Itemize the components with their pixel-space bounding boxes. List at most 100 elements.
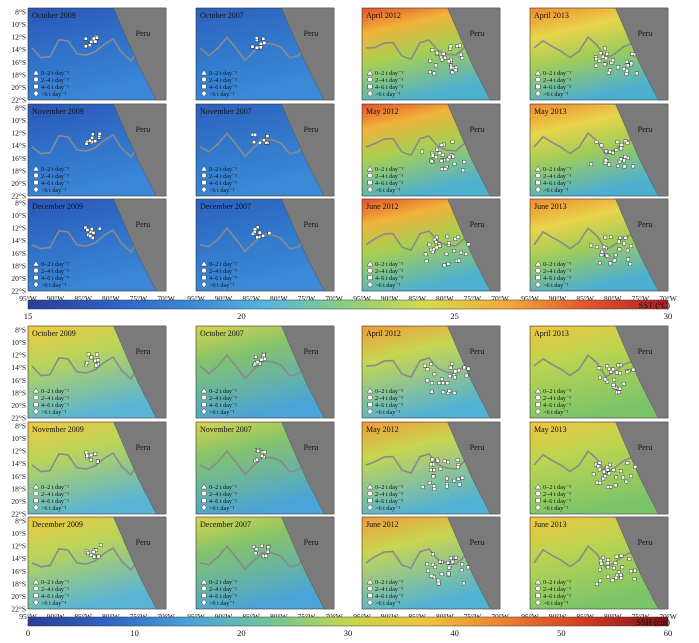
legend-label: 0–2 t day⁻¹ — [209, 166, 237, 173]
lat-tick-label: 16°S — [11, 249, 26, 258]
lon-tick-label: 85°W — [576, 294, 594, 303]
legend-diamond-icon — [33, 90, 39, 97]
catch-marker — [448, 556, 453, 560]
catch-marker — [458, 43, 462, 48]
legend-triangle-icon — [200, 165, 208, 172]
catch-marker — [431, 552, 435, 557]
catch-marker — [452, 478, 457, 483]
catch-marker — [629, 569, 633, 574]
catch-marker — [450, 70, 455, 75]
land-peru — [447, 516, 501, 610]
catch-marker — [606, 485, 610, 489]
lat-tick-label: 22°S — [11, 287, 26, 296]
panel-title: November 2009 — [32, 107, 84, 116]
catch-marker — [606, 558, 610, 562]
panel-title: November 2007 — [200, 107, 252, 116]
lon-tick-label: 80°W — [270, 612, 288, 621]
catch-marker — [447, 241, 451, 245]
lat-tick-label: 12°S — [11, 224, 26, 233]
catch-marker — [605, 253, 610, 258]
legend-label: 4–6 t day⁻¹ — [543, 402, 571, 409]
land-peru — [615, 7, 669, 101]
legend-circle-icon — [33, 76, 39, 83]
lat-tick-label: 20°S — [11, 401, 26, 410]
catch-marker — [429, 159, 434, 164]
catch-marker — [450, 559, 455, 564]
catch-marker — [595, 480, 599, 485]
panel-title: May 2012 — [366, 425, 399, 434]
legend-circle-icon — [33, 394, 39, 401]
catch-marker — [88, 458, 93, 462]
legend-diamond-icon — [367, 281, 373, 288]
catch-marker — [97, 226, 102, 231]
catch-marker — [96, 554, 101, 559]
map-panel: Peru April 2013 0–2 t day⁻¹2–4 t day⁻¹4–6 … — [529, 325, 669, 419]
catch-marker — [261, 353, 266, 358]
catch-marker — [460, 56, 465, 60]
catch-marker — [264, 140, 269, 145]
legend-label: 2–4 t day⁻¹ — [209, 268, 237, 275]
catch-marker — [435, 147, 440, 152]
legend-label: >6 t day⁻¹ — [375, 187, 401, 194]
colorbar-tick-label: 60 — [664, 628, 673, 638]
legend-circle-icon — [201, 172, 207, 179]
legend-label: 0–2 t day⁻¹ — [41, 166, 69, 173]
catch-marker — [613, 253, 618, 257]
catch-marker — [591, 472, 596, 477]
land-peru — [615, 198, 669, 292]
country-label: Peru — [136, 220, 151, 229]
catch-marker — [258, 230, 262, 235]
legend-label: >6 t day⁻¹ — [209, 600, 235, 607]
catch-marker — [93, 39, 98, 44]
country-label: Peru — [470, 443, 485, 452]
catch-marker — [600, 249, 604, 254]
legend-diamond-icon — [535, 186, 541, 193]
catch-marker — [622, 67, 626, 71]
country-label: Peru — [136, 125, 151, 134]
lat-tick-label: 8°S — [15, 422, 26, 431]
legend-square-icon — [535, 180, 541, 185]
legend-circle-icon — [367, 267, 373, 274]
lon-tick-label: 95°W — [187, 294, 205, 303]
catch-marker — [430, 457, 435, 462]
catch-marker — [616, 164, 620, 168]
legend-label: 4–6 t day⁻¹ — [375, 593, 403, 600]
legend-circle-icon — [201, 394, 207, 401]
catch-marker — [599, 561, 604, 566]
catch-marker — [610, 578, 615, 583]
catch-marker — [608, 462, 612, 467]
catch-marker — [604, 56, 608, 61]
lon-tick-label: 95°W — [521, 612, 539, 621]
lon-tick-label: 75°W — [130, 294, 148, 303]
legend-square-icon — [367, 402, 373, 407]
catch-marker — [609, 369, 613, 374]
legend-triangle-icon — [32, 387, 40, 394]
legend-label: >6 t day⁻¹ — [543, 600, 569, 607]
catch-marker — [599, 253, 604, 257]
legend-label: 0–2 t day⁻¹ — [209, 484, 237, 491]
map-panel: Peru April 2012 0–2 t day⁻¹2–4 t day⁻¹4–6 … — [361, 7, 501, 101]
catch-marker — [264, 554, 268, 558]
panel-title: April 2013 — [534, 329, 569, 338]
legend-circle-icon — [33, 585, 39, 592]
lon-tick-label: 70°W — [157, 612, 175, 621]
lon-tick-label: 95°W — [19, 612, 37, 621]
panel-title: April 2012 — [366, 11, 401, 20]
legend-triangle-icon — [366, 578, 374, 585]
legend-diamond-icon — [33, 599, 39, 606]
lon-tick-label: 80°W — [102, 294, 120, 303]
catch-marker — [595, 582, 599, 586]
lat-tick-label: 8°S — [15, 104, 26, 113]
catch-marker — [603, 377, 608, 382]
lon-tick-label: 85°W — [242, 294, 260, 303]
catch-marker — [91, 550, 96, 554]
lat-tick-label: 14°S — [11, 45, 26, 54]
catch-marker — [459, 250, 463, 255]
catch-marker — [596, 366, 601, 371]
colorbar-tick-label: 20 — [237, 311, 246, 321]
lon-tick-label: 90°W — [47, 294, 65, 303]
country-label: Peru — [470, 220, 485, 229]
lon-tick-label: 85°W — [576, 612, 594, 621]
lon-tick-label: 95°W — [521, 294, 539, 303]
legend-label: 4–6 t day⁻¹ — [375, 498, 403, 505]
